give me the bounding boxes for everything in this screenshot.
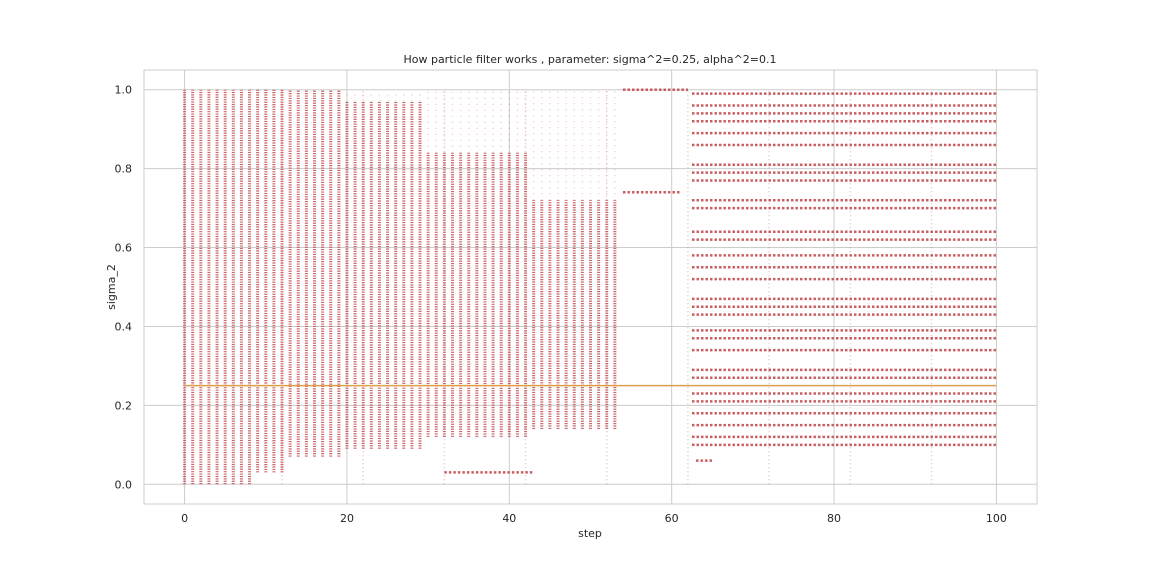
- grid-lines: [144, 70, 1037, 504]
- y-tick-label: 0.6: [115, 242, 133, 255]
- x-axis-label: step: [578, 527, 602, 540]
- y-tick-label: 0.2: [115, 399, 133, 412]
- x-tick-label: 20: [340, 512, 354, 525]
- x-tick-labels: 0 20 40 60 80 100: [181, 512, 1007, 525]
- x-tick-label: 40: [502, 512, 516, 525]
- y-tick-labels: 0.0 0.2 0.4 0.6 0.8 1.0: [115, 84, 133, 492]
- chart-title: How particle filter works , parameter: s…: [403, 53, 776, 66]
- x-tick-label: 80: [827, 512, 841, 525]
- y-tick-label: 0.4: [115, 320, 133, 333]
- y-axis-label: sigma_2: [105, 264, 118, 310]
- particle-cloud: [183, 88, 997, 485]
- x-tick-label: 100: [986, 512, 1007, 525]
- x-tick-label: 60: [665, 512, 679, 525]
- plot-frame: [143, 69, 1038, 505]
- y-tick-label: 1.0: [115, 84, 133, 97]
- x-tick-label: 0: [181, 512, 188, 525]
- y-tick-label: 0.0: [115, 478, 133, 491]
- y-tick-label: 0.8: [115, 163, 133, 176]
